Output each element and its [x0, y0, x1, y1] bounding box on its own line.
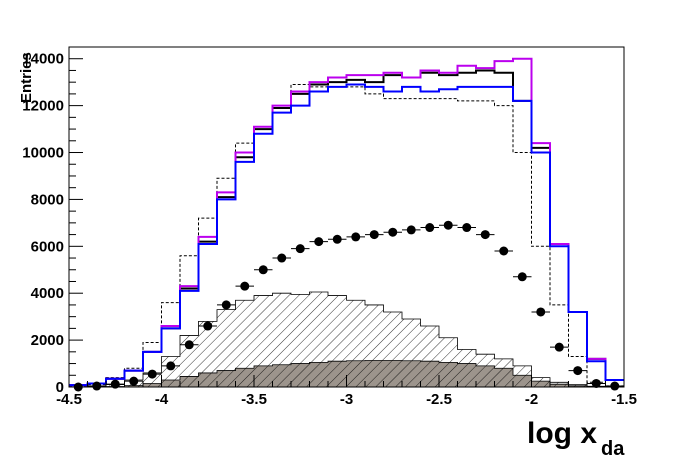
- data-point: [425, 223, 435, 233]
- data-point: [166, 361, 176, 371]
- data-point: [554, 342, 564, 352]
- y-tick-label: 14000: [22, 51, 64, 68]
- data-point: [258, 265, 268, 275]
- x-tick-label: -3.5: [241, 391, 267, 408]
- data-point: [184, 340, 194, 350]
- x-tick-label: -2: [525, 391, 538, 408]
- data-point: [388, 227, 398, 237]
- data-point: [314, 237, 324, 247]
- x-tick-label: -4: [155, 391, 169, 408]
- series-line-5: [69, 83, 624, 387]
- data-point: [499, 246, 509, 256]
- data-point: [332, 234, 342, 244]
- data-point: [110, 379, 120, 389]
- x-tick-label: -3: [340, 391, 353, 408]
- y-axis-title: Entries: [18, 52, 35, 103]
- data-point: [351, 232, 361, 242]
- x-axis-title-subscript: da: [601, 438, 625, 460]
- data-point: [369, 230, 379, 240]
- axes: -4.5 -4 -3.5 -3 -2.5 -2 -1.5 0 2000 4000 6000 8000 1…: [22, 46, 637, 408]
- data-point: [536, 307, 546, 317]
- data-point: [610, 381, 620, 391]
- x-axis-title-main: log x: [527, 417, 597, 450]
- data-point: [240, 281, 250, 291]
- y-tick-label: 4000: [31, 285, 64, 302]
- y-tick-label: 6000: [31, 238, 64, 255]
- data-point: [221, 300, 231, 310]
- x-axis-title: log x da: [527, 417, 625, 460]
- data-point: [406, 225, 416, 235]
- data-point: [129, 376, 139, 386]
- data-point: [147, 369, 157, 379]
- y-tick-label: 0: [56, 379, 64, 396]
- x-tick-label: -2.5: [426, 391, 452, 408]
- y-tick-label: 8000: [31, 191, 64, 208]
- x-tick-label: -4.5: [56, 391, 82, 408]
- line-histograms: [69, 57, 624, 387]
- data-point: [295, 244, 305, 254]
- data-point: [277, 253, 287, 263]
- y-tick-label: 2000: [31, 332, 64, 349]
- data-point: [517, 272, 527, 282]
- y-tick-label: 10000: [22, 145, 64, 162]
- data-point: [203, 321, 213, 331]
- series-dashed-line: [69, 84, 624, 387]
- y-tick-label: 12000: [22, 98, 64, 115]
- data-point: [480, 230, 490, 240]
- data-point: [443, 220, 453, 230]
- data-point: [462, 223, 472, 233]
- data-point: [573, 366, 583, 376]
- data-point: [591, 378, 601, 388]
- x-tick-label: -1.5: [611, 391, 637, 408]
- data-point: [92, 381, 102, 391]
